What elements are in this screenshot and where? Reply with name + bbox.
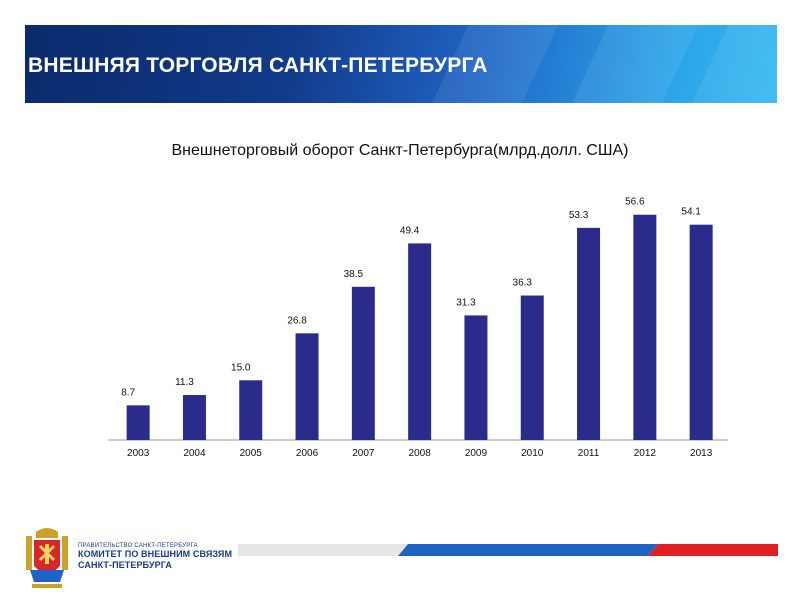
- bar-2007: [351, 286, 375, 440]
- x-tick-label-2013: 2013: [690, 448, 713, 459]
- chart-title: Внешнеторговый оборот Санкт-Петербурга(м…: [171, 142, 629, 159]
- x-tick-label-2004: 2004: [183, 448, 206, 459]
- data-label-2004: 11.3: [175, 377, 194, 388]
- x-tick-label-2010: 2010: [521, 448, 544, 459]
- org-government-label: ПРАВИТЕЛЬСТВО САНКТ-ПЕТЕРБУРГА: [78, 543, 198, 549]
- bar-2009: [464, 315, 488, 440]
- x-tick-label-2003: 2003: [127, 448, 150, 459]
- bar-2006: [295, 333, 319, 440]
- bar-2013: [689, 224, 713, 440]
- x-tick-label-2012: 2012: [634, 448, 657, 459]
- bar-2003: [126, 405, 150, 440]
- x-tick-label-2005: 2005: [240, 448, 263, 459]
- x-tick-label-2006: 2006: [296, 448, 319, 459]
- bar-2012: [633, 214, 657, 440]
- data-label-2013: 54.1: [681, 207, 701, 218]
- bar-2010: [520, 295, 544, 440]
- x-tick-label-2008: 2008: [409, 448, 432, 459]
- coat-of-arms-icon: [26, 528, 68, 588]
- data-label-2006: 26.8: [287, 315, 307, 326]
- data-label-2007: 38.5: [344, 269, 364, 280]
- data-label-2008: 49.4: [400, 225, 420, 236]
- data-label-2003: 8.7: [121, 387, 135, 398]
- page-title: ВНЕШНЯЯ ТОРГОВЛЯ САНКТ-ПЕТЕРБУРГА: [28, 54, 488, 77]
- data-label-2005: 15.0: [231, 362, 251, 373]
- org-name-line2: САНКТ-ПЕТЕРБУРГА: [78, 560, 172, 570]
- org-name-line1: КОМИТЕТ ПО ВНЕШНИМ СВЯЗЯМ: [78, 549, 233, 559]
- data-label-2009: 31.3: [456, 297, 476, 308]
- footer-stripe: [238, 544, 778, 556]
- data-label-2012: 56.6: [625, 197, 645, 208]
- bar-2005: [239, 380, 263, 440]
- x-tick-label-2007: 2007: [352, 448, 375, 459]
- data-label-2011: 53.3: [569, 210, 589, 221]
- organization-name: ПРАВИТЕЛЬСТВО САНКТ-ПЕТЕРБУРГА КОМИТЕТ П…: [78, 543, 232, 571]
- bar-2004: [182, 395, 206, 440]
- bar-2011: [577, 227, 601, 440]
- x-tick-label-2009: 2009: [465, 448, 488, 459]
- header-banner: ВНЕШНЯЯ ТОРГОВЛЯ САНКТ-ПЕТЕРБУРГА: [25, 25, 777, 103]
- x-tick-label-2011: 2011: [578, 448, 600, 459]
- data-label-2010: 36.3: [513, 278, 533, 289]
- bar-2008: [408, 243, 432, 440]
